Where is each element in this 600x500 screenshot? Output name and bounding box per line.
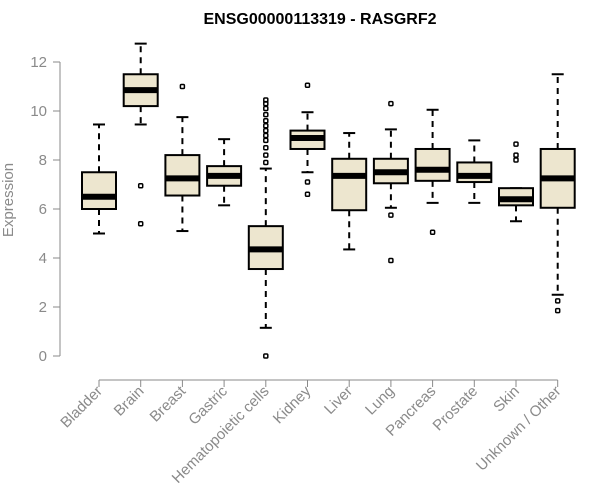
outlier-point [263,159,269,166]
category-label: Liver [321,383,356,418]
outlier-point [513,152,519,158]
outlier-point [554,307,561,314]
outlier-point [429,229,436,236]
boxes-group [81,42,576,359]
outlier-point [263,152,269,158]
box-group [498,141,534,223]
category-label: Bladder [57,383,106,432]
box-group [289,82,326,198]
outlier-point [388,212,394,218]
y-tick-label: 8 [39,152,47,169]
box-group [331,132,368,251]
box-group [414,108,451,236]
iqr-box [164,154,201,197]
outlier-point [263,132,269,139]
outlier-point [263,118,269,124]
box-group [372,100,409,264]
y-tick-label: 6 [39,201,47,218]
box-group [539,73,576,314]
box-group [164,83,201,233]
category-label: Breast [147,382,190,425]
outlier-point [513,157,519,163]
outlier-point [304,82,311,89]
category-label: Prostate [430,383,482,435]
y-tick-label: 2 [39,299,47,316]
category-label: Skin [490,383,523,416]
outlier-point [263,97,269,103]
outlier-point [263,353,269,359]
box-group [206,138,243,207]
y-tick-label: 10 [30,103,47,120]
category-label: Brain [111,383,148,420]
outlier-point [263,105,269,112]
chart-title: ENSG00000113319 - RASGRF2 [203,11,436,28]
y-tick-label: 12 [30,54,47,71]
iqr-box [456,161,493,184]
outlier-point [388,100,394,107]
outlier-point [263,145,269,151]
outlier-point [304,191,311,198]
outlier-point [263,137,269,144]
outlier-point [554,298,561,304]
outlier-point [304,179,311,185]
box-group [122,42,159,227]
outlier-point [137,182,144,189]
box-group [81,123,117,235]
iqr-box [414,147,451,182]
outlier-point [263,111,269,118]
y-tick-label: 4 [39,250,47,267]
iqr-box [81,171,117,210]
box-group [247,97,284,359]
outlier-point [388,257,394,264]
y-tick-label: 0 [39,348,47,365]
category-label: Lung [362,383,398,419]
outlier-point [513,141,519,147]
outlier-point [263,122,269,129]
outlier-point [263,127,269,134]
iqr-box [331,157,368,212]
y-axis-label: Expression [0,163,17,237]
outlier-point [137,220,144,227]
axes-group: 0 2 4 6 8 10 12 [30,54,559,387]
box-group [456,139,493,204]
outlier-point [179,83,186,90]
category-label: Kidney [270,382,315,427]
